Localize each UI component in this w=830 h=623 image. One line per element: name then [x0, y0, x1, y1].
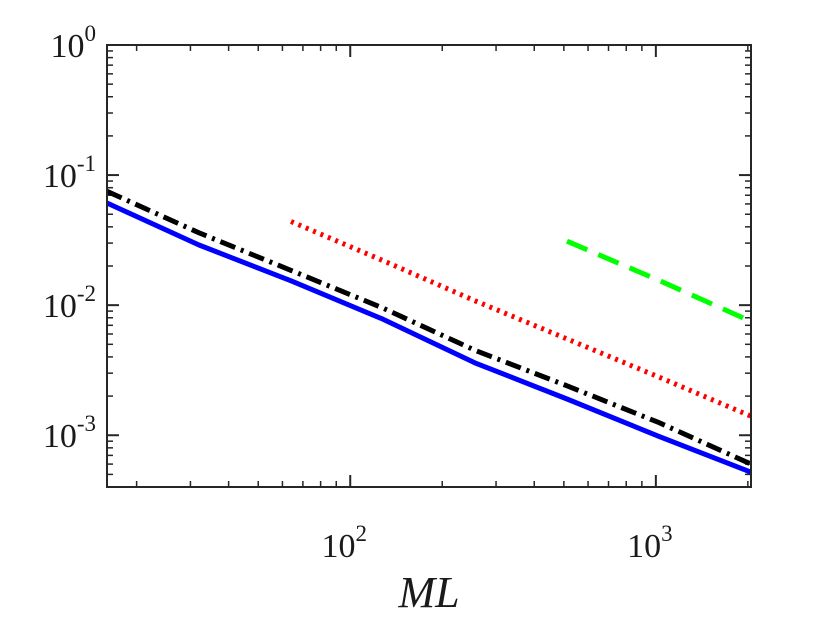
y-tick-label: 100 [51, 21, 97, 65]
x-tick-base: 10 [321, 528, 355, 565]
y-tick-label: 10-3 [43, 411, 96, 455]
y-tick-exponent: -3 [77, 411, 96, 436]
series-line-red-dotted [290, 219, 752, 419]
y-tick-base: 10 [43, 158, 77, 195]
plot-frame [106, 44, 752, 488]
y-tick-base: 10 [43, 288, 77, 325]
x-axis-title: ML [397, 568, 459, 617]
series-layer [105, 189, 753, 475]
x-tick-exponent: 3 [661, 521, 673, 546]
y-tick-exponent: 0 [85, 21, 97, 46]
y-tick-base: 10 [43, 418, 77, 455]
x-tick-label: 102 [321, 521, 367, 565]
series-line-blue-solid [105, 200, 752, 475]
series-line-black-dashdot [105, 189, 753, 467]
y-tick-label: 10-1 [43, 151, 96, 195]
major-ticks [107, 44, 751, 487]
x-tick-labels: 102 103 [321, 521, 672, 565]
x-tick-label: 103 [627, 521, 673, 565]
y-tick-exponent: -1 [77, 151, 96, 176]
x-tick-exponent: 2 [355, 521, 367, 546]
x-tick-base: 10 [627, 528, 661, 565]
y-tick-label: 10-2 [43, 281, 96, 325]
y-tick-exponent: -2 [77, 281, 96, 306]
y-tick-base: 10 [51, 28, 85, 65]
